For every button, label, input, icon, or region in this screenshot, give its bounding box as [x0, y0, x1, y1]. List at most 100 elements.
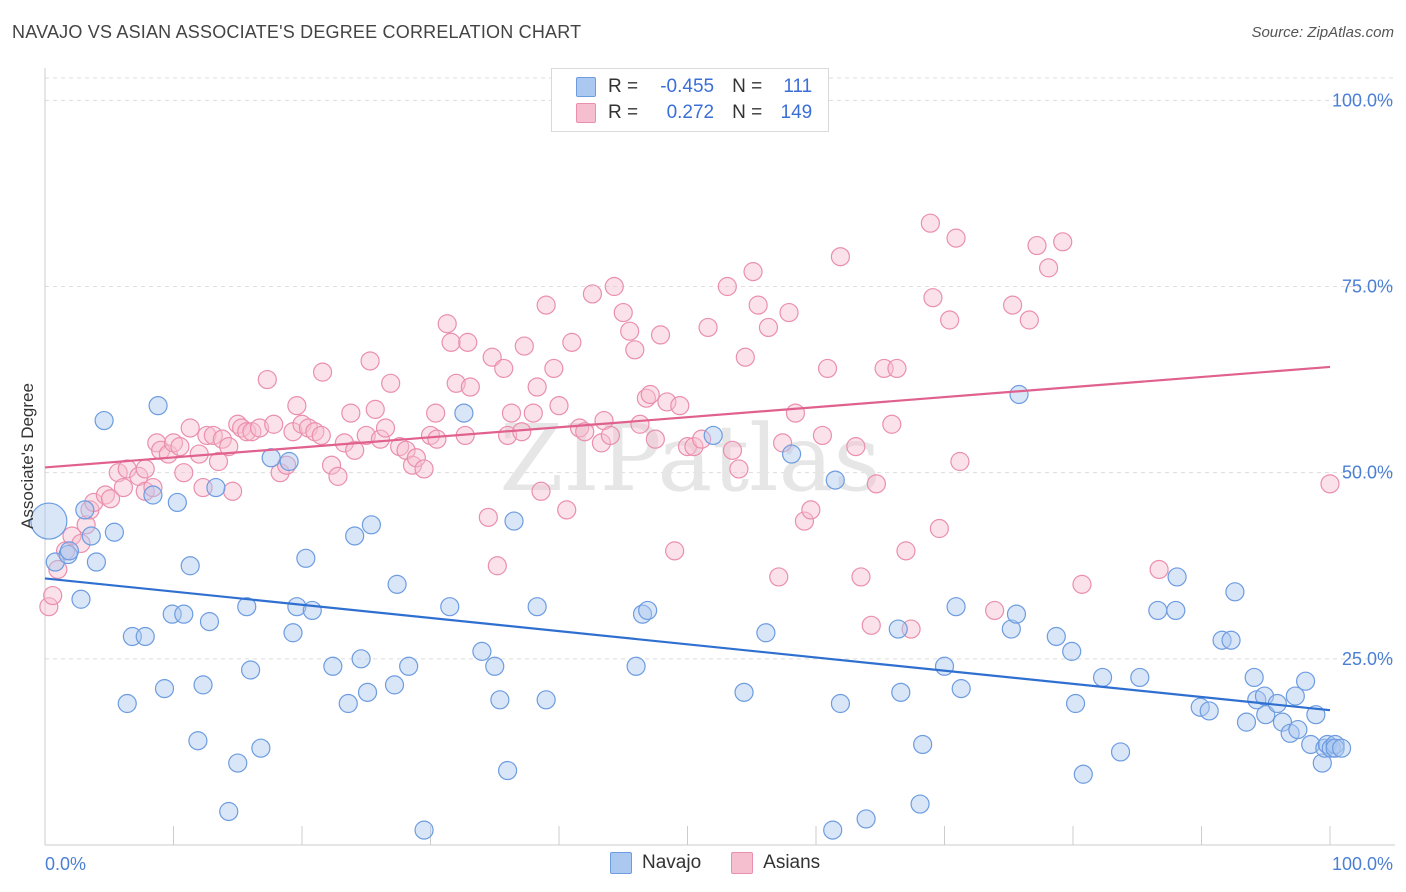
asians-point — [212, 429, 232, 449]
asians-point — [882, 414, 902, 434]
asians-point — [527, 377, 547, 397]
trend-lines — [44, 365, 1331, 712]
navajo-point — [399, 656, 419, 676]
navajo-point — [1166, 600, 1186, 621]
asians-point — [48, 559, 68, 580]
navajo-point — [1001, 619, 1021, 639]
asians-point — [494, 358, 514, 379]
asians-point — [946, 228, 966, 248]
asians-point — [426, 403, 446, 423]
navajo-point — [81, 526, 101, 546]
navajo-point — [1062, 641, 1082, 661]
asians-point — [684, 437, 704, 457]
asians-point — [940, 310, 960, 330]
navajo-point — [279, 451, 299, 472]
asians-point — [95, 485, 115, 505]
navajo-point — [94, 410, 114, 431]
asians-point — [549, 396, 569, 416]
asians-point — [692, 429, 712, 449]
navajo-point — [167, 492, 187, 513]
asians-point — [356, 425, 376, 446]
asians-point — [370, 429, 390, 449]
asians-point — [312, 362, 333, 382]
navajo-point — [1110, 742, 1131, 762]
navajo-point — [703, 425, 723, 446]
asians-point — [446, 373, 466, 393]
asians-point — [341, 403, 361, 423]
asians-point — [636, 388, 656, 408]
navajo-point — [251, 738, 271, 758]
y-tick-label: 75.0% — [1342, 277, 1393, 297]
navajo-point — [1244, 667, 1264, 688]
asians-point — [311, 425, 331, 446]
navajo-point — [287, 597, 307, 617]
asians-point — [223, 481, 243, 501]
navajo-point — [1073, 764, 1093, 784]
asians-point — [1072, 574, 1092, 594]
navajo-point — [228, 753, 248, 773]
asians-point — [208, 451, 229, 472]
navajo-point — [1288, 719, 1308, 740]
asians-point — [650, 325, 671, 345]
navajo-point — [1199, 701, 1219, 721]
navajo-points — [30, 384, 1352, 840]
navajo-point — [180, 556, 200, 576]
legend-item-asians: Asians — [731, 852, 820, 874]
navajo-point — [414, 820, 434, 840]
navajo-point — [338, 693, 358, 714]
asians-point — [851, 567, 871, 587]
asians-point — [887, 358, 907, 379]
asians-point — [180, 418, 200, 438]
asians-point — [514, 336, 534, 356]
asians-point — [562, 332, 582, 352]
navajo-point — [946, 597, 966, 617]
legend-row-asians: R = 0.272 N = 149 — [576, 101, 812, 125]
navajo-point — [188, 731, 208, 751]
navajo-point — [454, 403, 474, 423]
navajo-point — [913, 734, 933, 755]
navajo-point — [825, 470, 845, 490]
axes — [44, 68, 1395, 846]
asians-point — [219, 437, 239, 457]
asians-point — [375, 418, 396, 438]
navajo-point — [781, 444, 802, 464]
asians-point — [620, 321, 640, 341]
asians-point — [249, 418, 270, 438]
asians-point — [613, 302, 633, 323]
asians-point — [625, 340, 645, 360]
asians-point — [531, 481, 551, 501]
navajo-point — [351, 649, 371, 669]
asians-point — [600, 425, 621, 446]
asians-point — [657, 392, 677, 412]
navajo-point — [888, 619, 908, 639]
navajo-point — [148, 396, 168, 416]
legend-navajo-label: Navajo — [642, 852, 702, 873]
grid-lines — [45, 77, 1395, 660]
navajo-point — [206, 477, 226, 498]
x-tick-label-min: 0.0% — [45, 854, 86, 874]
asians-point — [923, 288, 943, 308]
navajo-point — [504, 511, 524, 531]
navajo-r-value: -0.455 — [660, 76, 715, 97]
navajo-point — [734, 682, 754, 702]
asians-point — [197, 425, 217, 446]
asians-point — [113, 477, 133, 498]
navajo-point — [527, 597, 547, 617]
correlation-legend: R = -0.455 N = 111 R = 0.272 N = 149 — [551, 68, 829, 132]
navajo-point — [71, 589, 91, 609]
y-tick-label: 50.0% — [1342, 463, 1393, 483]
source-label: Source: ZipAtlas.com — [1251, 24, 1394, 41]
asians-point — [487, 556, 507, 576]
navajo-point — [440, 597, 460, 617]
navajo-point — [1130, 667, 1150, 688]
asians-point — [257, 369, 277, 390]
navajo-n-value: 111 — [783, 76, 813, 97]
navajo-point — [490, 690, 510, 710]
asians-point — [437, 314, 457, 334]
asians-trend-line — [44, 365, 1331, 469]
asians-point — [43, 585, 63, 606]
asians-point — [427, 429, 447, 449]
navajo-trend-line — [44, 577, 1331, 712]
navajo-point — [117, 693, 137, 714]
